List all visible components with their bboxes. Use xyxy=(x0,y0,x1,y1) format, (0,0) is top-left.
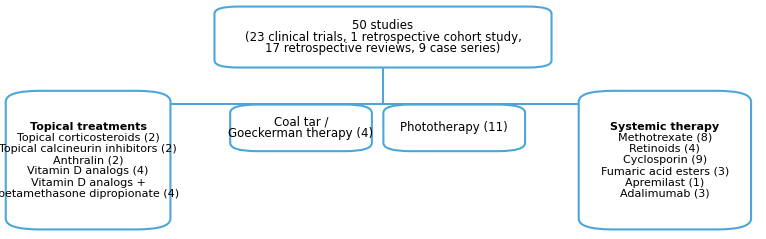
Text: Retinoids (4): Retinoids (4) xyxy=(630,144,700,154)
Text: Cyclosporin (9): Cyclosporin (9) xyxy=(623,155,707,165)
Text: Anthralin (2): Anthralin (2) xyxy=(53,155,123,165)
Text: Apremilast (1): Apremilast (1) xyxy=(625,178,705,188)
Text: betamethasone dipropionate (4): betamethasone dipropionate (4) xyxy=(0,189,178,199)
Text: Methotrexate (8): Methotrexate (8) xyxy=(617,133,712,143)
FancyBboxPatch shape xyxy=(383,105,525,151)
Text: Vitamin D analogs +: Vitamin D analogs + xyxy=(31,178,146,188)
Text: Goeckerman therapy (4): Goeckerman therapy (4) xyxy=(228,127,374,140)
Text: (23 clinical trials, 1 retrospective cohort study,: (23 clinical trials, 1 retrospective coh… xyxy=(244,31,522,43)
Text: Topical calcineurin inhibitors (2): Topical calcineurin inhibitors (2) xyxy=(0,144,177,154)
Text: 50 studies: 50 studies xyxy=(352,19,414,32)
Text: Fumaric acid esters (3): Fumaric acid esters (3) xyxy=(601,166,729,176)
Text: Phototherapy (11): Phototherapy (11) xyxy=(401,121,508,134)
Text: 17 retrospective reviews, 9 case series): 17 retrospective reviews, 9 case series) xyxy=(265,43,501,55)
Text: Adalimumab (3): Adalimumab (3) xyxy=(620,189,710,199)
FancyBboxPatch shape xyxy=(230,105,372,151)
FancyBboxPatch shape xyxy=(6,91,170,229)
Text: Vitamin D analogs (4): Vitamin D analogs (4) xyxy=(28,166,149,176)
Text: Topical treatments: Topical treatments xyxy=(30,121,146,131)
Text: Topical corticosteroids (2): Topical corticosteroids (2) xyxy=(17,133,159,143)
FancyBboxPatch shape xyxy=(214,7,552,67)
FancyBboxPatch shape xyxy=(579,91,751,229)
Text: Systemic therapy: Systemic therapy xyxy=(611,121,719,131)
Text: Coal tar /: Coal tar / xyxy=(273,115,329,128)
